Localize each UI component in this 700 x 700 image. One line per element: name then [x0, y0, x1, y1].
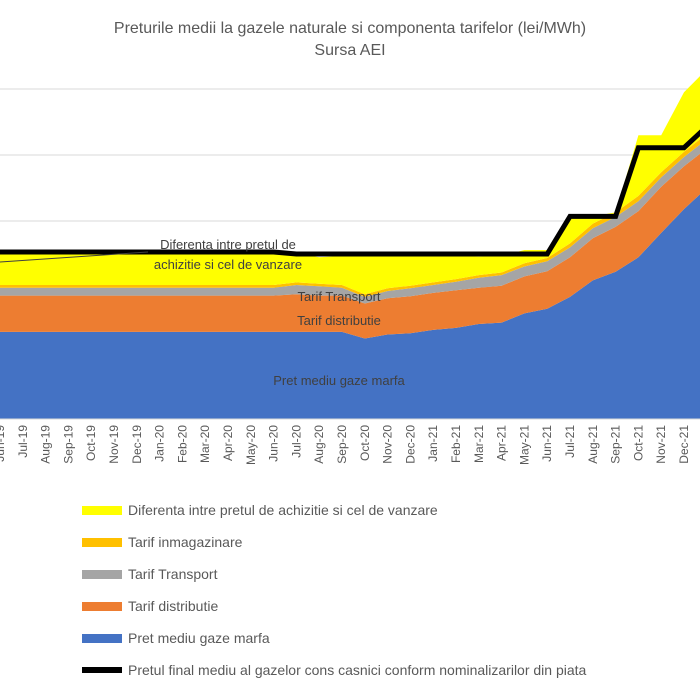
x-tick-label: Oct-21: [631, 425, 645, 461]
legend-swatch: [82, 602, 122, 611]
annotations: Diferenta intre pretul de achizitie si ce…: [0, 237, 406, 388]
area-series-0: [0, 194, 700, 419]
x-tick-label: Jan-20: [153, 425, 167, 462]
x-tick-label: Aug-20: [312, 425, 326, 464]
x-tick-label: Jun-19: [0, 425, 7, 462]
x-tick-label: May-21: [517, 425, 531, 465]
x-tick-label: Sep-20: [335, 425, 349, 464]
area-series-1: [0, 153, 700, 339]
legend-swatch: [82, 506, 122, 515]
x-tick-label: Aug-21: [586, 425, 600, 464]
final-price-line: [0, 129, 700, 257]
x-tick-label: Oct-20: [358, 425, 372, 461]
x-tick-label: Dec-21: [677, 425, 691, 464]
x-tick-label: Dec-19: [130, 425, 144, 464]
x-tick-label: Feb-21: [449, 425, 463, 463]
x-tick-label: Dec-20: [403, 425, 417, 464]
annotation-transport: Tarif Transport: [297, 289, 380, 304]
annotation-distributie: Tarif distributie: [297, 313, 381, 328]
x-tick-label: May-20: [244, 425, 258, 465]
x-tick-label: Sep-19: [61, 425, 75, 464]
annotation-difference-line2: achizitie si cel de vanzare: [154, 257, 302, 272]
x-tick-label: Feb-20: [175, 425, 189, 463]
x-tick-label: Nov-21: [654, 425, 668, 464]
x-tick-label: Apr-20: [221, 425, 235, 461]
x-tick-label: Jul-21: [563, 425, 577, 458]
x-tick-label: Oct-19: [84, 425, 98, 461]
x-tick-label: Jun-20: [267, 425, 281, 462]
x-tick-label: Nov-20: [381, 425, 395, 464]
x-tick-label: Nov-19: [107, 425, 121, 464]
x-tick-label: Jun-21: [540, 425, 554, 462]
legend-label: Diferenta intre pretul de achizitie si c…: [128, 502, 438, 518]
chart-title: Preturile medii la gazele naturale si co…: [0, 18, 700, 62]
area-series-4: [0, 76, 700, 295]
legend-label: Tarif inmagazinare: [128, 534, 243, 550]
legend-label: Pretul final mediu al gazelor cons casni…: [128, 662, 587, 678]
legend-swatch: [82, 570, 122, 579]
x-tick-label: Apr-21: [495, 425, 509, 461]
annotation-pret-marfa: Pret mediu gaze marfa: [273, 373, 405, 388]
x-tick-label: Mar-21: [472, 425, 486, 463]
legend-label: Tarif distributie: [128, 598, 219, 614]
final-price-line-layer: [0, 129, 700, 257]
x-tick-label: Mar-20: [198, 425, 212, 463]
legend-swatch: [82, 538, 122, 547]
annotation-leader-line: [0, 251, 149, 263]
x-axis: Jun-19 Jul-19 Aug-19 Sep-19 Oct-19 Nov-19 Dec-…: [0, 425, 700, 465]
legend-label: Tarif Transport: [128, 566, 218, 582]
x-tick-label: Sep-21: [609, 425, 623, 464]
chart-title-line: Preturile medii la gazele naturale si co…: [113, 20, 587, 37]
x-tick-label: Jul-20: [289, 425, 303, 458]
x-tick-label: Jul-19: [16, 425, 30, 458]
chart-subtitle: Sursa AEI: [314, 42, 386, 59]
x-tick-label: Jan-21: [426, 425, 440, 462]
x-tick-label: Aug-19: [39, 425, 53, 464]
annotation-difference-line1: Diferenta intre pretul de: [160, 237, 296, 252]
stacked-areas: [0, 76, 700, 420]
legend-swatch: [82, 634, 122, 643]
legend-label: Pret mediu gaze marfa: [128, 630, 270, 646]
legend-swatch: [82, 667, 122, 673]
